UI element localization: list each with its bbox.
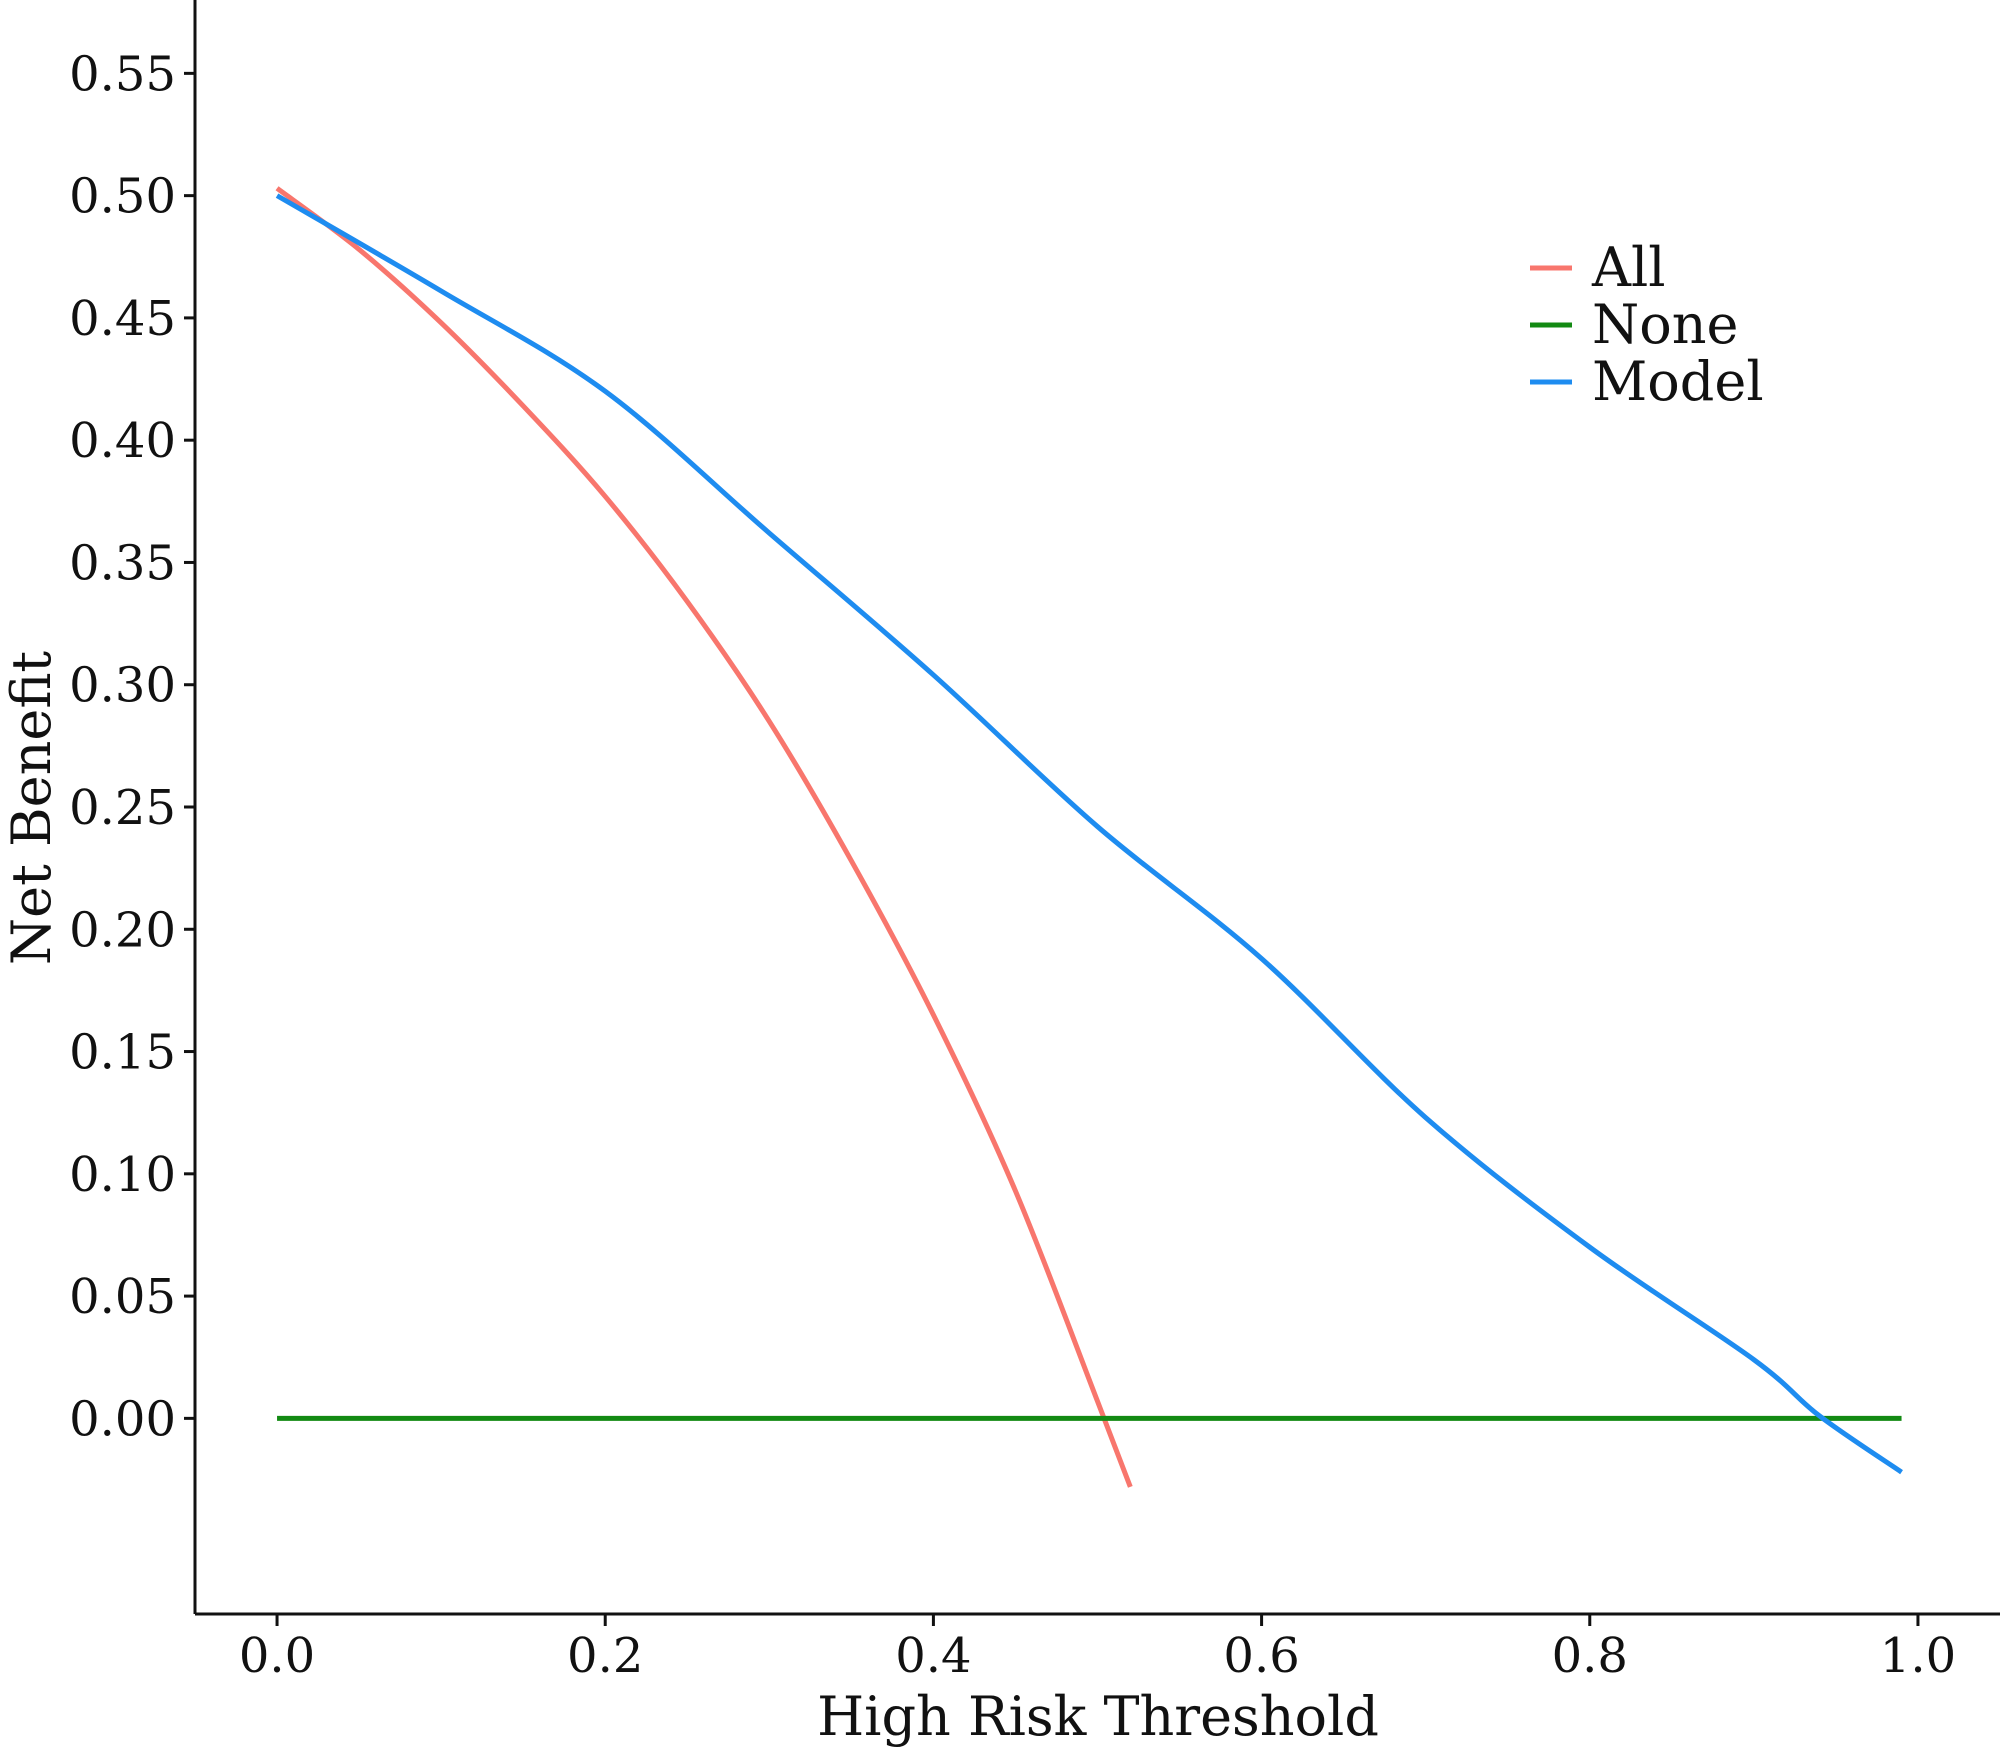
- legend-item-model: Model: [1530, 350, 1764, 413]
- legend-label: None: [1592, 293, 1739, 356]
- y-tick-label: 0.50: [69, 169, 176, 225]
- x-tick-label: 0.8: [1552, 1628, 1628, 1684]
- y-tick-label: 0.05: [69, 1269, 176, 1325]
- x-tick-label: 0.2: [567, 1628, 643, 1684]
- x-axis-ticks: 0.0 0.2 0.4 0.6 0.8 1.0: [239, 1614, 1956, 1684]
- y-tick-label: 0.35: [69, 535, 176, 591]
- y-tick-label: 0.25: [69, 780, 176, 836]
- y-axis-title: Net Benefit: [0, 651, 63, 965]
- x-tick-label: 1.0: [1880, 1628, 1956, 1684]
- legend-item-none: None: [1530, 293, 1739, 356]
- x-axis-title: High Risk Threshold: [817, 1685, 1379, 1748]
- series-lines: [275, 186, 1903, 1488]
- x-tick-label: 0.0: [239, 1628, 315, 1684]
- y-tick-label: 0.20: [69, 902, 176, 958]
- y-tick-label: 0.15: [69, 1025, 176, 1081]
- y-tick-label: 0.45: [69, 291, 176, 347]
- y-tick-label: 0.00: [69, 1391, 176, 1447]
- y-tick-label: 0.40: [69, 413, 176, 469]
- legend-item-all: All: [1530, 236, 1666, 299]
- legend-label: All: [1591, 236, 1666, 299]
- series-line-model: [275, 193, 1903, 1475]
- series-line-all: [275, 186, 1133, 1488]
- y-axis-ticks: 0.00 0.05 0.10 0.15 0.20 0.25 0.30 0.35 0.40 0.45…: [69, 46, 195, 1447]
- x-tick-label: 0.4: [895, 1628, 971, 1684]
- y-tick-label: 0.55: [69, 46, 176, 102]
- x-tick-label: 0.6: [1223, 1628, 1299, 1684]
- legend-label: Model: [1592, 350, 1764, 413]
- y-tick-label: 0.30: [69, 658, 176, 714]
- plot-area: [193, 0, 2000, 1616]
- y-tick-label: 0.10: [69, 1147, 176, 1203]
